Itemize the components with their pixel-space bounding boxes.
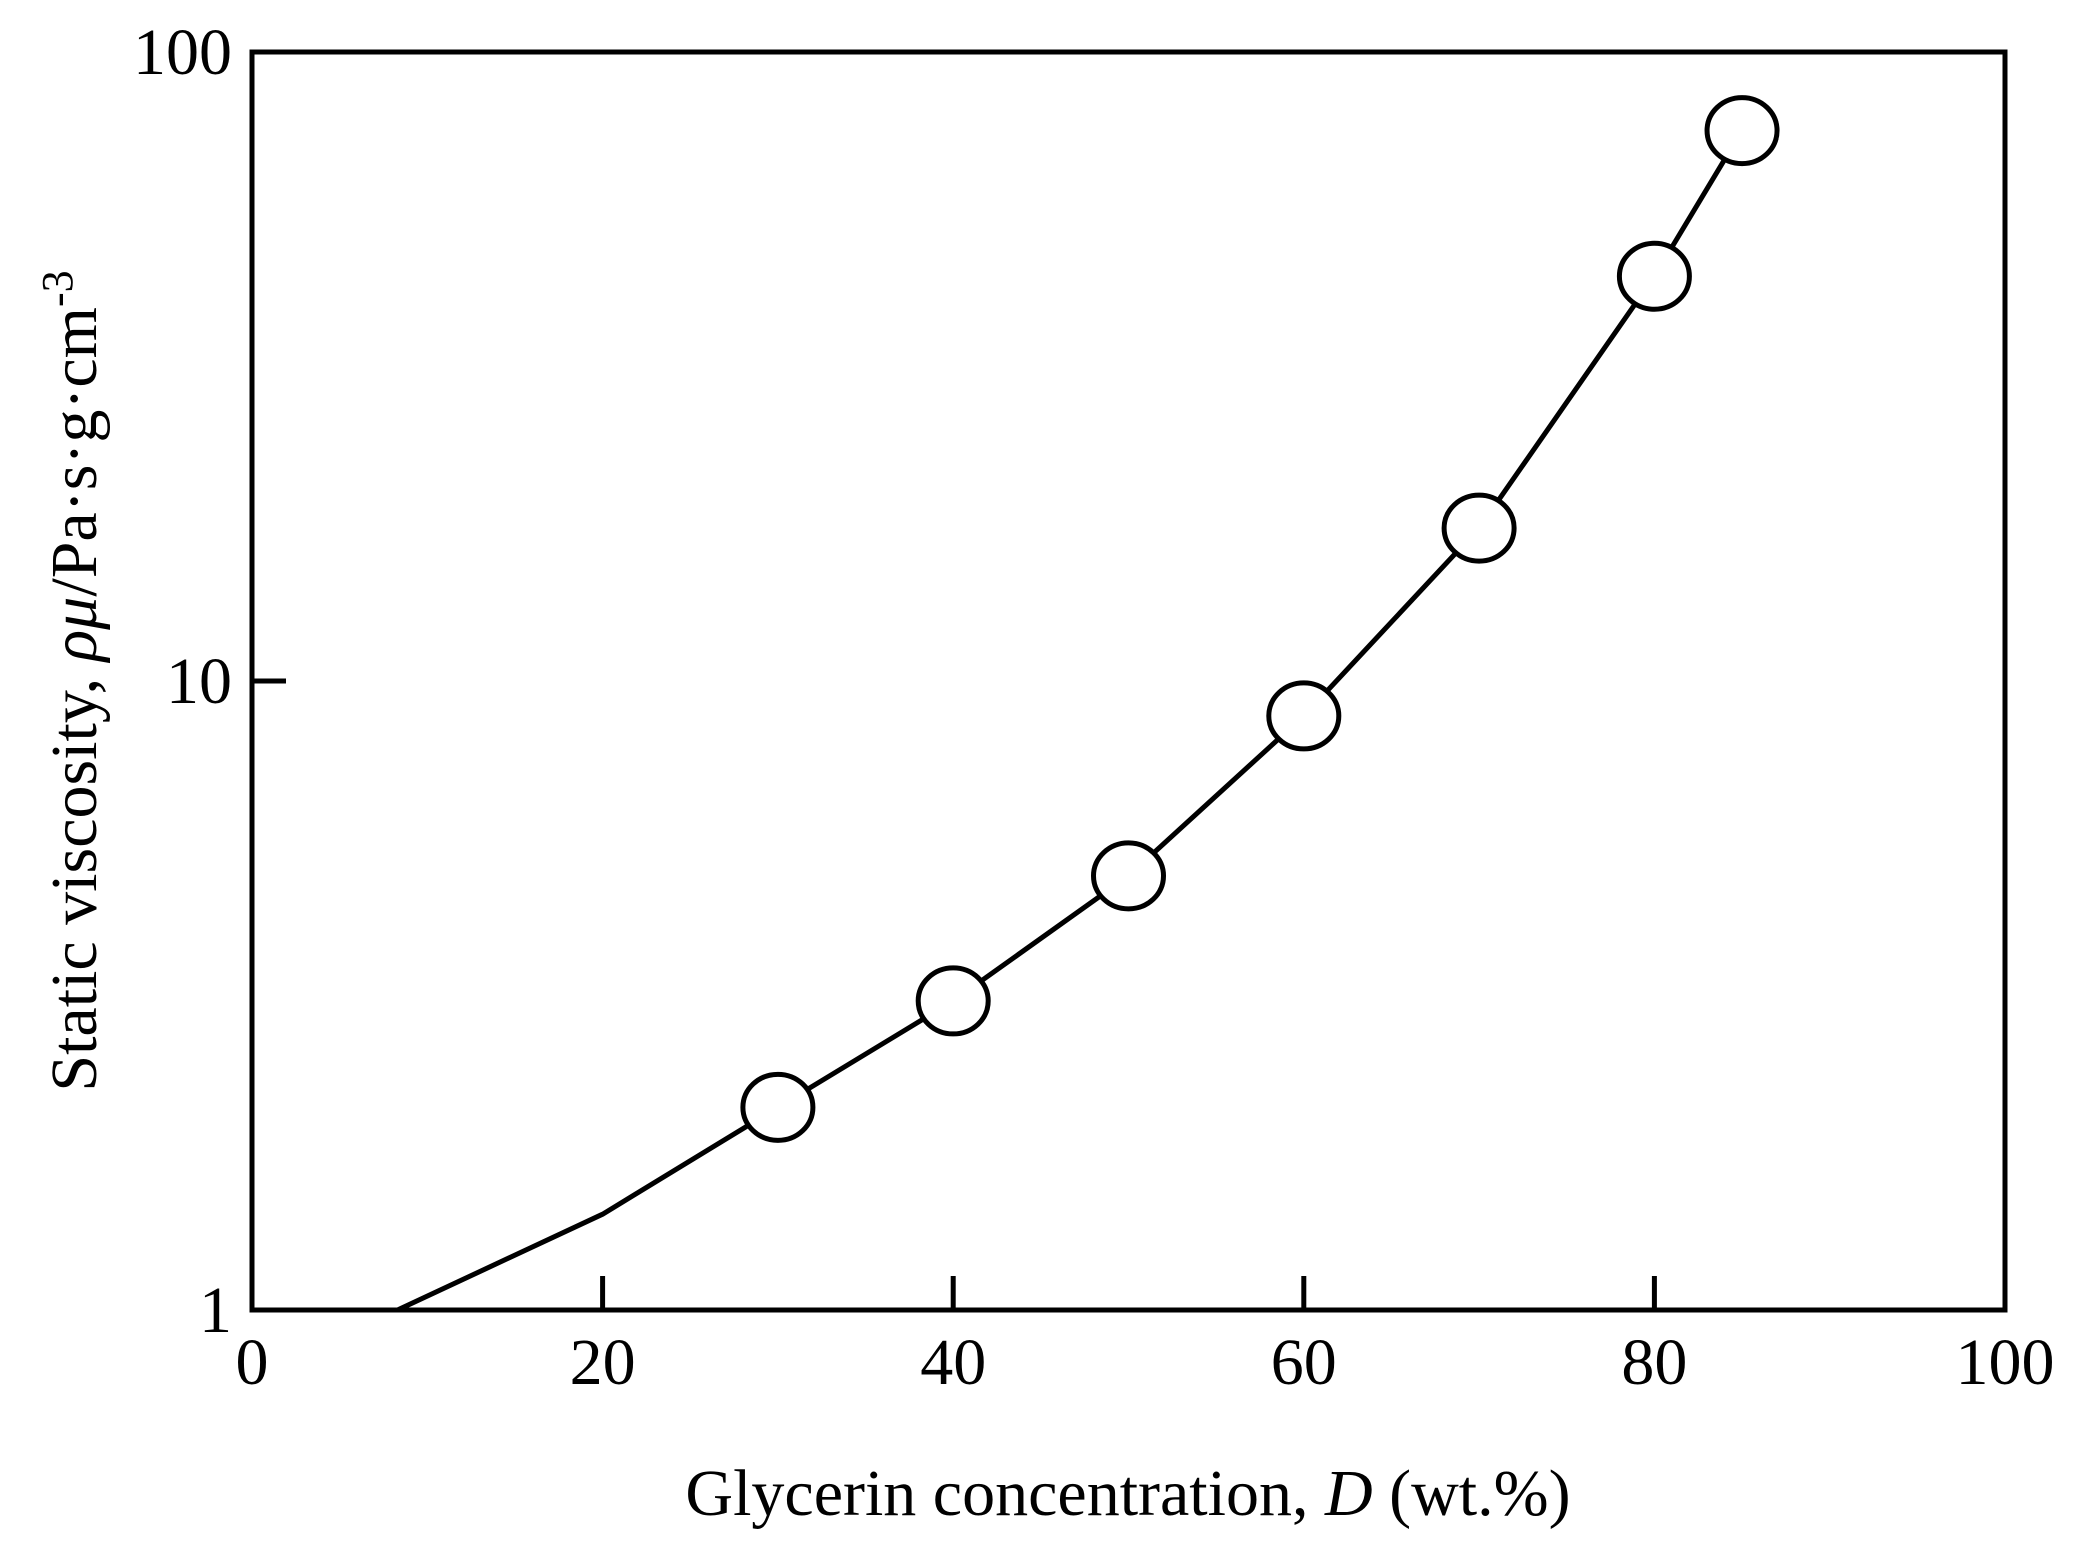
y-tick-label: 1 bbox=[199, 1274, 232, 1347]
plot-frame bbox=[249, 49, 2008, 1313]
series-markers bbox=[740, 95, 1780, 1143]
x-tick-label: 80 bbox=[1621, 1326, 1687, 1399]
data-point bbox=[1091, 840, 1166, 912]
data-point bbox=[915, 965, 991, 1037]
data-point bbox=[1441, 492, 1517, 564]
data-point bbox=[1616, 240, 1692, 312]
x-title-part: (wt.%) bbox=[1373, 1457, 1571, 1530]
x-tick-label: 0 bbox=[236, 1326, 269, 1399]
x-tick-label: 20 bbox=[570, 1326, 636, 1399]
x-axis-ticks bbox=[600, 1276, 1657, 1310]
x-tick-label: 40 bbox=[920, 1326, 986, 1399]
x-tick-label: 100 bbox=[1956, 1326, 2055, 1399]
y-title-part: Static viscosity, bbox=[38, 661, 111, 1091]
data-point bbox=[1266, 680, 1342, 752]
x-title-part: D bbox=[1324, 1457, 1373, 1530]
x-title-part: Glycerin concentration, bbox=[685, 1457, 1325, 1530]
plot-area bbox=[249, 49, 2008, 1313]
y-tick-label: 10 bbox=[166, 645, 232, 718]
y-title-part: ρμ bbox=[38, 597, 111, 664]
y-tick-label: 100 bbox=[133, 16, 232, 89]
y-title-part: /Pa·s·g·cm bbox=[38, 307, 111, 597]
x-axis-title: Glycerin concentration, D (wt.%) bbox=[685, 1457, 1570, 1530]
x-tick-labels: 0 20 40 60 80 100 bbox=[236, 1326, 2055, 1399]
y-tick-labels: 1 10 100 bbox=[133, 16, 232, 1347]
data-point bbox=[1704, 95, 1780, 167]
y-axis-title: Static viscosity, ρμ/Pa·s·g·cm-3 bbox=[33, 270, 112, 1091]
data-point bbox=[740, 1071, 816, 1143]
x-tick-label: 60 bbox=[1271, 1326, 1337, 1399]
series-curve bbox=[396, 129, 1745, 1313]
y-title-part: -3 bbox=[33, 270, 82, 307]
